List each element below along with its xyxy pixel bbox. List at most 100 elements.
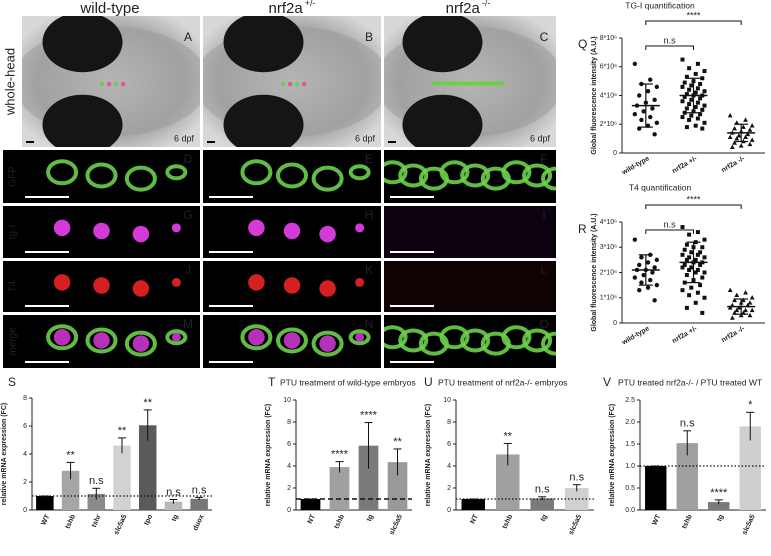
data-point: [727, 134, 733, 139]
significance-label: ****: [360, 409, 378, 421]
y-tick-label: 8*10⁶: [600, 35, 617, 42]
eye: [402, 94, 483, 147]
data-point: [732, 297, 737, 303]
data-point: [639, 255, 644, 260]
row-label: GFP: [8, 166, 19, 187]
significance-label: **: [503, 430, 512, 442]
panel-letter: H: [365, 208, 374, 222]
data-point: [695, 116, 700, 121]
data-point: [682, 280, 687, 285]
y-tick-label: 1.5: [625, 441, 635, 448]
data-point: [689, 83, 694, 88]
y-tick-label: 0: [287, 507, 291, 514]
micrograph: 6 dpf C: [384, 16, 556, 147]
column-header-sup: -/-: [482, 0, 491, 8]
data-point: [700, 245, 705, 250]
t4-signal: [283, 277, 301, 294]
stage-label: 6 dpf: [530, 133, 551, 143]
data-point: [749, 295, 755, 300]
data-point: [743, 290, 748, 295]
y-tick-label: 4*10⁶: [600, 92, 617, 99]
micrograph: D: [3, 150, 200, 203]
panel-letter: D: [184, 152, 193, 166]
chart-title: PTU treated nrf2a-/- / PTU treated WT: [618, 377, 762, 387]
significance-label: n.s: [569, 472, 584, 484]
row-label: whole-head: [2, 48, 17, 116]
data-point: [639, 117, 644, 123]
data-point: [654, 120, 660, 126]
data-point: [729, 315, 735, 320]
data-point: [684, 92, 689, 97]
data-point: [693, 257, 698, 262]
y-axis-label: Global fluorescence intensity (A.U.): [591, 213, 598, 331]
significance-label: **: [66, 449, 75, 461]
follicle-ring: [398, 163, 429, 188]
data-point: [689, 285, 694, 290]
x-tick-label: tshb: [333, 514, 346, 530]
tg-signal: [355, 223, 365, 233]
data-point: [698, 250, 703, 255]
y-axis-label: Global fluorescence intensity (A.U.): [591, 36, 598, 154]
tg-signal: [283, 332, 301, 349]
data-point: [698, 262, 703, 267]
column-header-name: nrf2a: [269, 0, 304, 17]
data-point: [734, 120, 740, 125]
tg-signal: [248, 219, 265, 237]
data-point: [736, 133, 742, 138]
y-tick-label: 2.0: [625, 419, 635, 426]
y-tick-label: 2*10⁶: [600, 269, 617, 276]
x-tick-label: tshr: [91, 513, 103, 528]
data-point: [645, 260, 651, 265]
data-point: [727, 305, 733, 310]
micrograph: E: [203, 150, 381, 203]
panel-letter: V: [603, 375, 611, 389]
tg-signal: [171, 332, 181, 342]
column-header: wild-type: [79, 0, 139, 17]
y-tick-label: 0.0: [625, 507, 635, 514]
data-point: [687, 87, 692, 92]
panel-letter: K: [365, 263, 373, 277]
data-point: [740, 124, 746, 129]
panel-letter: O: [539, 317, 548, 331]
bar: [300, 499, 321, 510]
significance-bracket: [645, 45, 694, 50]
chart-title: TG-I quantification: [625, 0, 695, 10]
data-point: [693, 71, 698, 76]
y-tick-label: 0: [613, 320, 617, 327]
data-point: [727, 113, 733, 118]
t4-signal: [53, 274, 71, 291]
tg-signal: [53, 329, 71, 346]
follicle-ring: [240, 324, 273, 351]
data-point: [747, 127, 753, 132]
data-point: [689, 113, 694, 118]
significance-label: n.s: [192, 484, 207, 496]
follicle-ring: [276, 162, 308, 189]
significance-label: n.s: [89, 475, 104, 487]
thyroid-dot: [120, 81, 126, 87]
data-point: [680, 265, 685, 270]
column-header: nrf2a +/-: [269, 0, 316, 17]
y-tick-label: 2*10⁶: [600, 121, 617, 128]
follicle-ring: [460, 163, 491, 188]
eye: [223, 94, 304, 147]
t4-signal: [355, 277, 365, 287]
data-point: [645, 88, 651, 94]
y-tick-label: 2.5: [625, 397, 635, 404]
y-tick-label: 8: [23, 395, 27, 402]
significance-label: *: [748, 399, 753, 411]
data-point: [632, 237, 638, 242]
data-point: [654, 282, 660, 288]
thyroid-dot: [280, 81, 286, 87]
thyroid-dot: [301, 81, 307, 87]
data-point: [747, 300, 753, 305]
data-point: [684, 125, 689, 130]
tg-signal: [319, 225, 336, 243]
column-header-name: wild-type: [79, 0, 139, 17]
eye: [402, 16, 483, 73]
data-point: [698, 82, 703, 86]
bar: [61, 470, 80, 510]
data-point: [689, 97, 694, 102]
x-tick-label: wild-type: [620, 325, 651, 347]
bar: [138, 425, 157, 510]
